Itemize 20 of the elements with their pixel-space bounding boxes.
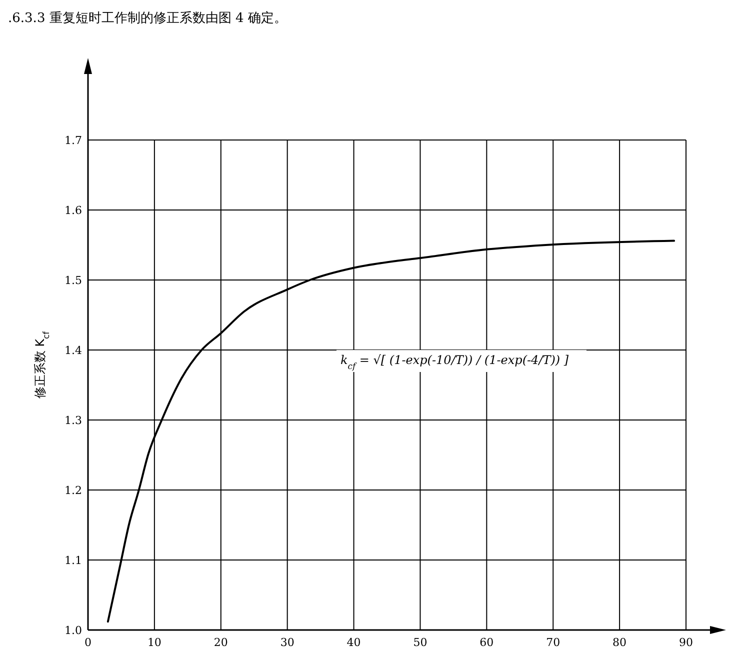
y-tick-label: 1.0 [64,624,82,637]
x-tick-label: 20 [214,636,228,649]
x-tick-label: 80 [612,636,627,649]
x-tick-label: 10 [147,636,162,649]
y-tick-label: 1.1 [64,554,82,567]
x-tick-label: 70 [546,636,560,649]
x-tick-label: 40 [346,636,361,649]
y-tick-label: 1.5 [64,274,82,287]
annotation: k$_{cf}$ = √[ (1-exp(-10/T)) / (1-exp(-4/T)) ] [340,353,569,371]
y-tick-label: 1.3 [64,414,82,427]
chart-title: .6.3.3 重复短时工作制的修正系数由图 4 确定。 [8,11,287,26]
x-tick-label: 90 [679,636,693,649]
y-tick-label: 1.7 [64,134,82,147]
x-tick-label: 60 [480,636,494,649]
y-tick-label: 1.6 [64,204,82,217]
x-tick-label: 50 [413,636,428,649]
y-tick-label: 1.2 [64,484,82,497]
x-tick-label: 0 [84,636,92,649]
x-tick-label: 30 [280,636,294,649]
y-tick-label: 1.4 [64,344,82,357]
